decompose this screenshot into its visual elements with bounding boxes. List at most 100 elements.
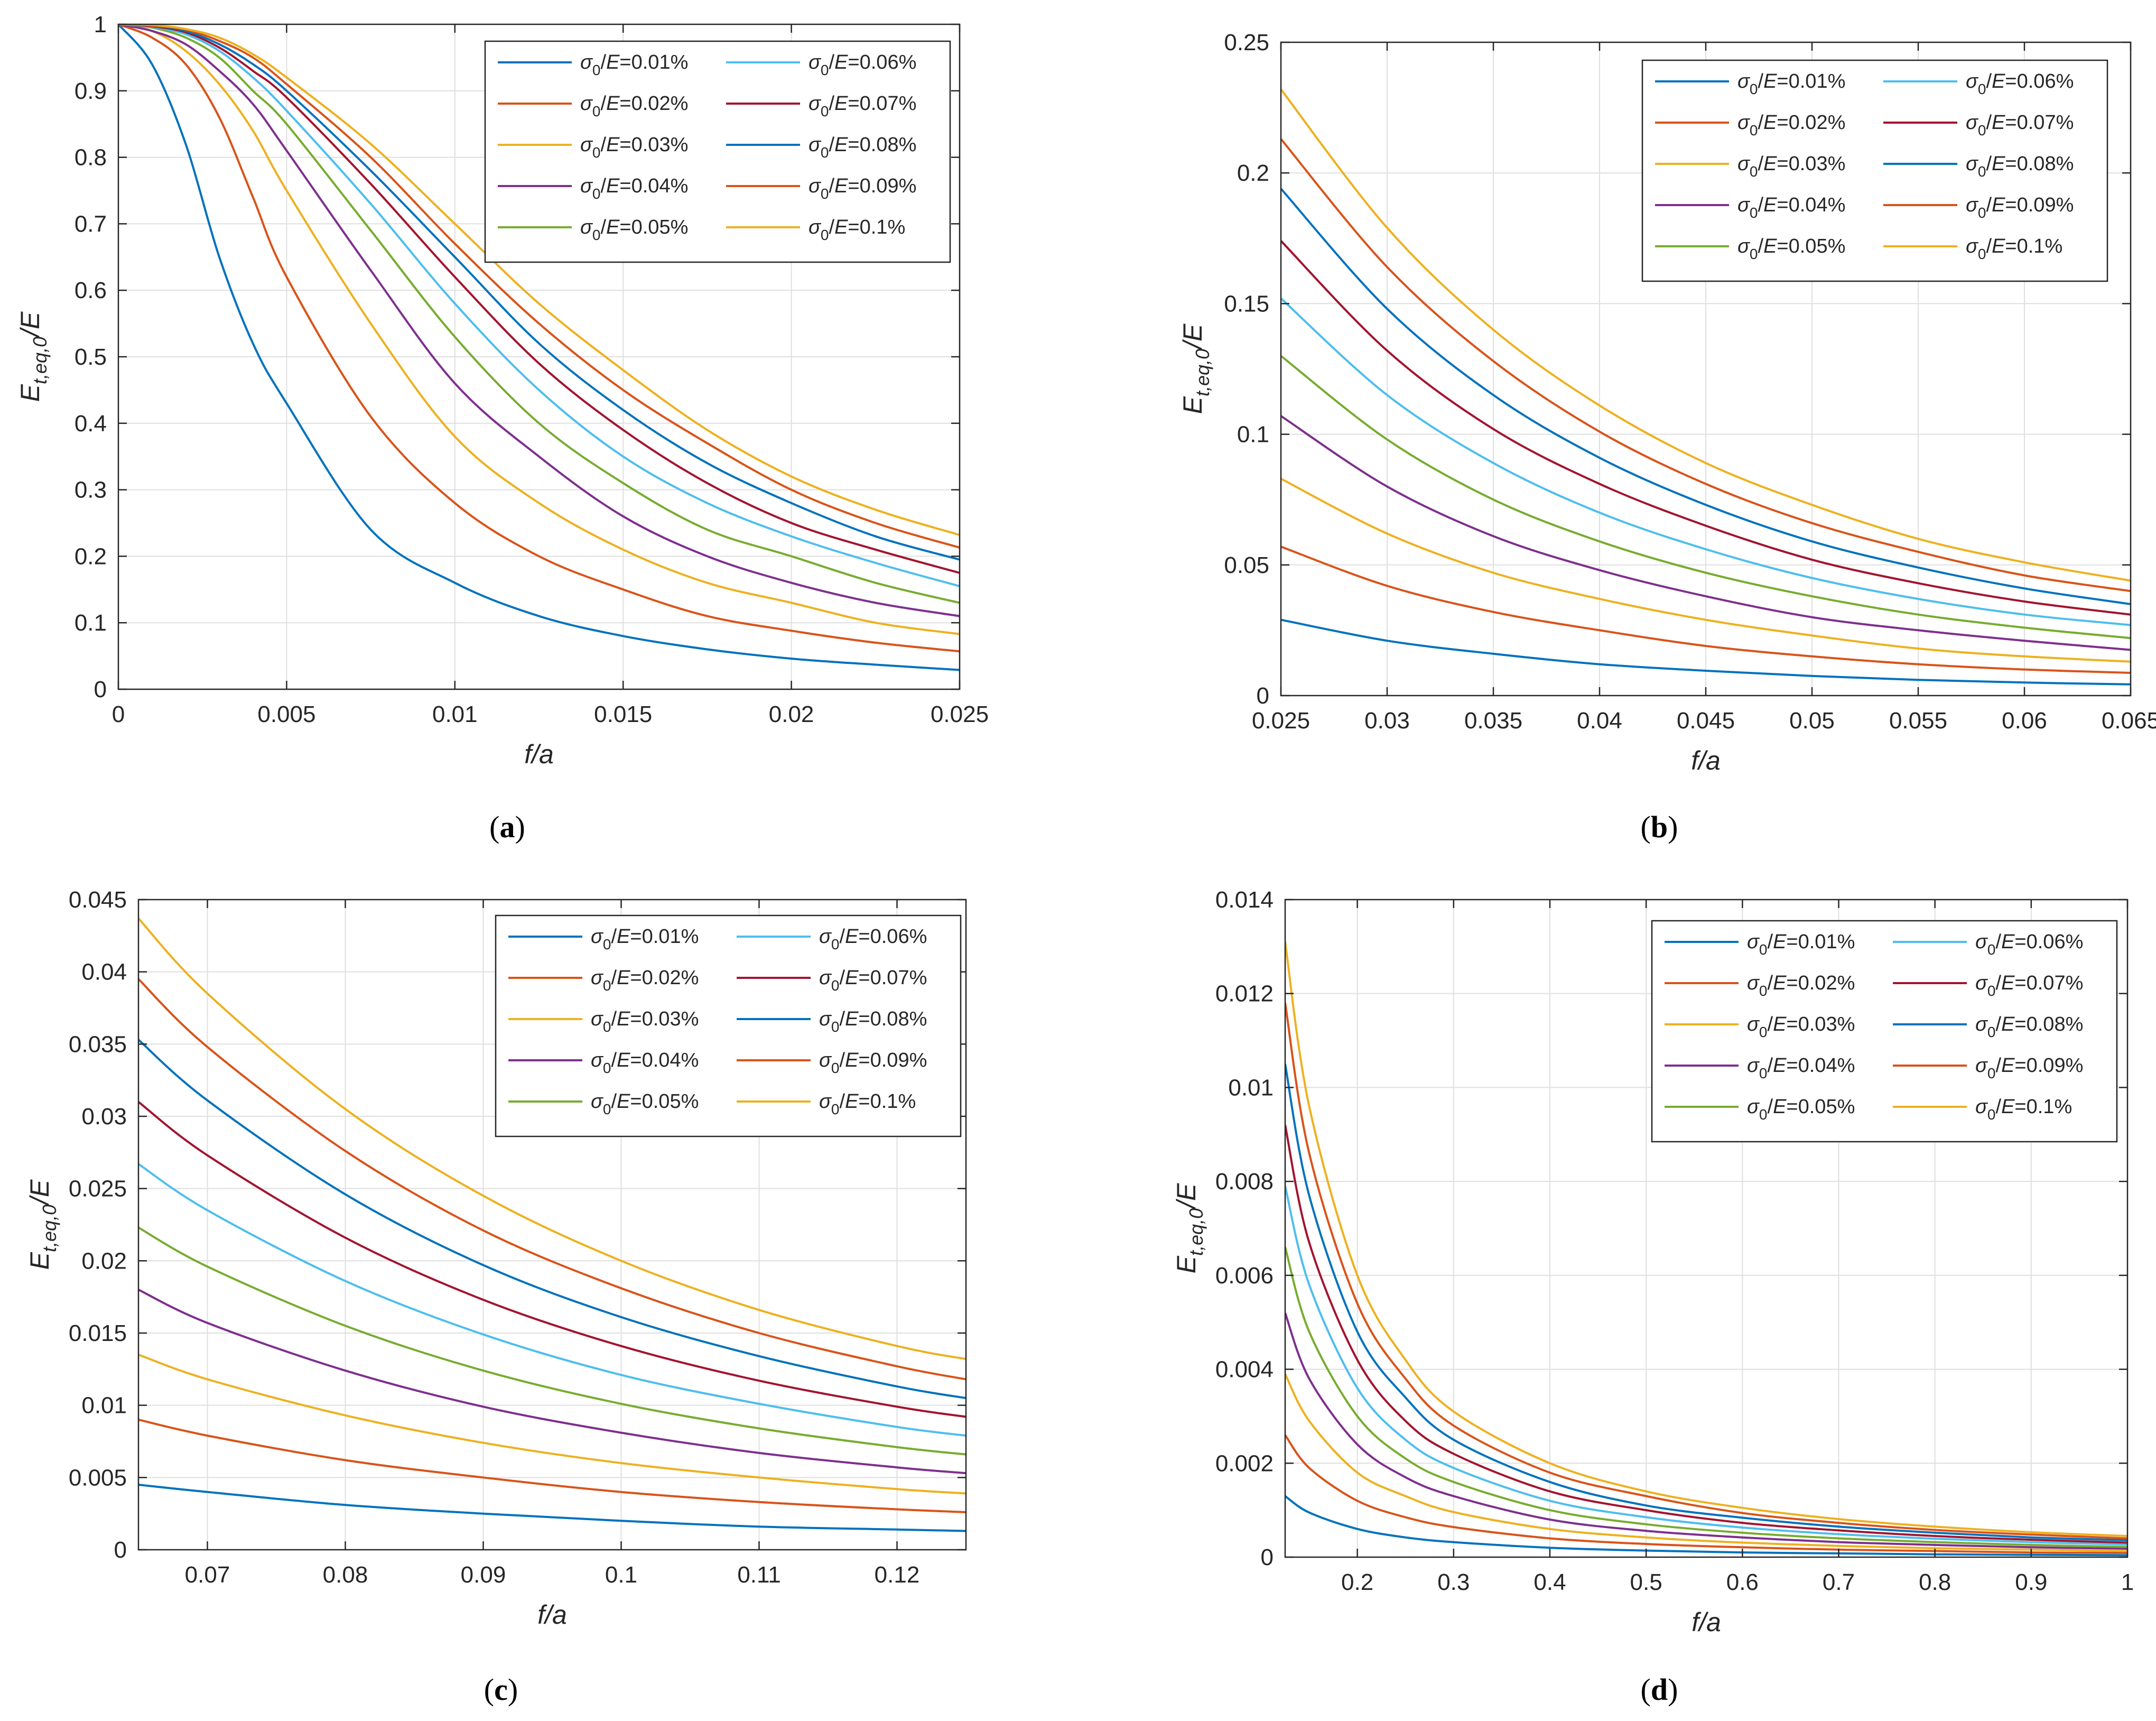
panel-d-series-4-line [1285, 1312, 2127, 1550]
panel-b-caption: (b) [1641, 810, 1678, 844]
panel-a-x-axis-label: f/a [524, 739, 554, 769]
panel-c-y-tick-label: 0.035 [69, 1031, 127, 1057]
panel-d-legend-label: σ0/E=0.08% [1975, 1013, 2083, 1040]
panel-c-x-tick-label: 0.11 [737, 1562, 780, 1588]
panel-a-legend: σ0/E=0.01% σ0/E=0.02% σ0/E=0.03% σ0/E=0.04%… [484, 40, 951, 263]
panel-a-y-tick-label: 0.6 [75, 277, 107, 303]
panel-c-legend: σ0/E=0.01% σ0/E=0.02% σ0/E=0.03% σ0/E=0.04%… [495, 914, 962, 1137]
panel-a-legend-label: σ0/E=0.01% [580, 51, 688, 78]
panel-b-y-tick-label: 0.15 [1224, 291, 1269, 317]
panel-d-x-tick-label: 0.2 [1341, 1569, 1373, 1595]
panel-d-x-tick-label: 1 [2121, 1569, 2134, 1595]
panel-a-x-tick-label: 0 [112, 701, 125, 727]
panel-d-legend-label: σ0/E=0.05% [1747, 1096, 1855, 1123]
panel-b-series-8-line [1281, 188, 2131, 605]
panel-c-y-tick-label: 0.02 [81, 1248, 127, 1274]
panel-d-legend-label: σ0/E=0.03% [1747, 1013, 1855, 1040]
panel-d-y-tick-label: 0.014 [1215, 887, 1274, 913]
panel-d-y-axis-label: Et,eq,0/E [1172, 1183, 1207, 1273]
panel-d-x-tick-label: 0.8 [1919, 1569, 1951, 1595]
panel-c-y-tick-label: 0.025 [69, 1176, 127, 1202]
panel-a-legend-label: σ0/E=0.04% [580, 175, 688, 202]
panel-b-x-tick-label: 0.035 [1464, 708, 1522, 734]
panel-b-series-2-line [1281, 545, 2131, 674]
panel-a-legend-box [484, 40, 951, 263]
panel-d-legend-label: σ0/E=0.1% [1975, 1096, 2072, 1123]
panel-a-series-8-line [118, 24, 960, 561]
panel-a-x-tick-label: 0.01 [432, 701, 478, 727]
panel-d-series-6-line [1285, 1186, 2127, 1546]
panel-d-caption: (d) [1641, 1672, 1678, 1707]
panel-c-y-tick-label: 0.03 [81, 1104, 127, 1130]
panel-b-x-tick-label: 0.05 [1789, 708, 1835, 734]
panel-d-y-tick-label: 0.002 [1215, 1450, 1274, 1476]
panel-a-legend-label: σ0/E=0.06% [808, 51, 916, 78]
panel-d-y-tick-label: 0 [1261, 1544, 1274, 1570]
panel-d-legend-label: σ0/E=0.04% [1747, 1054, 1855, 1081]
panel-a-series-group [118, 24, 960, 671]
panel-a-caption: (a) [489, 810, 525, 844]
panel-d-x-tick-label: 0.6 [1726, 1569, 1759, 1595]
panel-a-series-10-line [118, 24, 960, 536]
panel-d-x-tick-label: 0.3 [1437, 1569, 1470, 1595]
panel-d-series-7-line [1285, 1125, 2127, 1544]
panel-d-series-2-line [1285, 1434, 2127, 1554]
panel-c-series-6-line [138, 1163, 966, 1437]
panel-c-y-tick-label: 0.015 [69, 1320, 127, 1346]
panel-b-y-tick-label: 0.1 [1237, 422, 1269, 448]
panel-b-legend-label: σ0/E=0.01% [1737, 70, 1845, 97]
panel-a-y-tick-label: 1 [94, 12, 107, 38]
panel-a-x-tick-label: 0.005 [257, 701, 315, 727]
panel-b-series-group [1281, 88, 2131, 686]
panel-b-legend-label: σ0/E=0.08% [1966, 153, 2074, 180]
panel-c-y-tick-label: 0.04 [81, 959, 127, 985]
panel-d-legend-box [1651, 920, 2118, 1143]
panel-b-legend: σ0/E=0.01% σ0/E=0.02% σ0/E=0.03% σ0/E=0.04%… [1641, 59, 2108, 282]
panel-b-y-tick-label: 0 [1257, 683, 1269, 709]
panel-c-y-tick-label: 0 [114, 1537, 127, 1563]
panel-b-legend-box [1641, 59, 2108, 282]
panel-a-y-tick-label: 0.1 [75, 610, 107, 636]
panel-b-legend-label: σ0/E=0.07% [1966, 112, 2074, 138]
panel-c-legend-label: σ0/E=0.09% [819, 1049, 927, 1076]
panel-a-legend-label: σ0/E=0.08% [808, 134, 916, 161]
panel-d-legend-label: σ0/E=0.02% [1747, 972, 1855, 999]
panel-c-x-tick-label: 0.1 [605, 1562, 637, 1588]
panel-c-axes-box [137, 899, 967, 1551]
panel-c-series-5-line [138, 1226, 966, 1456]
panel-c-x-tick-label: 0.07 [185, 1562, 230, 1588]
panel-b-x-tick-label: 0.065 [2102, 708, 2156, 734]
panel-d-legend-label: σ0/E=0.01% [1747, 931, 1855, 958]
panel-c-x-tick-label: 0.12 [875, 1562, 920, 1588]
panel-b-y-tick-label: 0.25 [1224, 30, 1269, 55]
panel-b-legend-label: σ0/E=0.02% [1737, 112, 1845, 138]
panel-d-y-tick-label: 0.006 [1215, 1263, 1274, 1289]
panel-c-caption: (c) [484, 1672, 518, 1707]
panel-c-x-axis-label: f/a [537, 1600, 567, 1630]
panel-d-legend-label: σ0/E=0.06% [1975, 931, 2083, 958]
panel-a-x-tick-label: 0.025 [931, 701, 989, 727]
panel-b: 0.025 0.03 0.035 0.04 0.045 0.05 0.055 0.06 0.06… [1178, 30, 2156, 844]
panel-b-series-9-line [1281, 138, 2131, 593]
panel-b-series-7-line [1281, 240, 2131, 616]
panel-b-x-tick-label: 0.06 [2002, 708, 2047, 734]
panel-a-series-3-line [118, 24, 960, 635]
panel-d-legend-label: σ0/E=0.09% [1975, 1054, 2083, 1081]
panel-c-y-tick-label: 0.005 [69, 1465, 127, 1491]
panel-a-series-2-line [118, 24, 960, 653]
panel-a-series-7-line [118, 24, 960, 574]
panel-c-series-2-line [138, 1419, 966, 1513]
panel-c-series-1-line [138, 1484, 966, 1532]
panel-a-series-5-line [118, 24, 960, 604]
panel-d-x-tick-label: 0.9 [2015, 1569, 2047, 1595]
panel-b-series-3-line [1281, 477, 2131, 663]
panel-a-legend-label: σ0/E=0.05% [580, 216, 688, 243]
panel-c-series-10-line [138, 918, 966, 1361]
panel-b-x-tick-label: 0.025 [1252, 708, 1310, 734]
panel-c-series-4-line [138, 1289, 966, 1475]
panel-d-series-3-line [1285, 1373, 2127, 1552]
panel-b-x-axis-label: f/a [1691, 746, 1721, 775]
panel-b-series-5-line [1281, 355, 2131, 640]
panel-d-series-8-line [1285, 1063, 2127, 1541]
panel-a-y-axis-label: Et,eq,0/E [15, 311, 51, 402]
